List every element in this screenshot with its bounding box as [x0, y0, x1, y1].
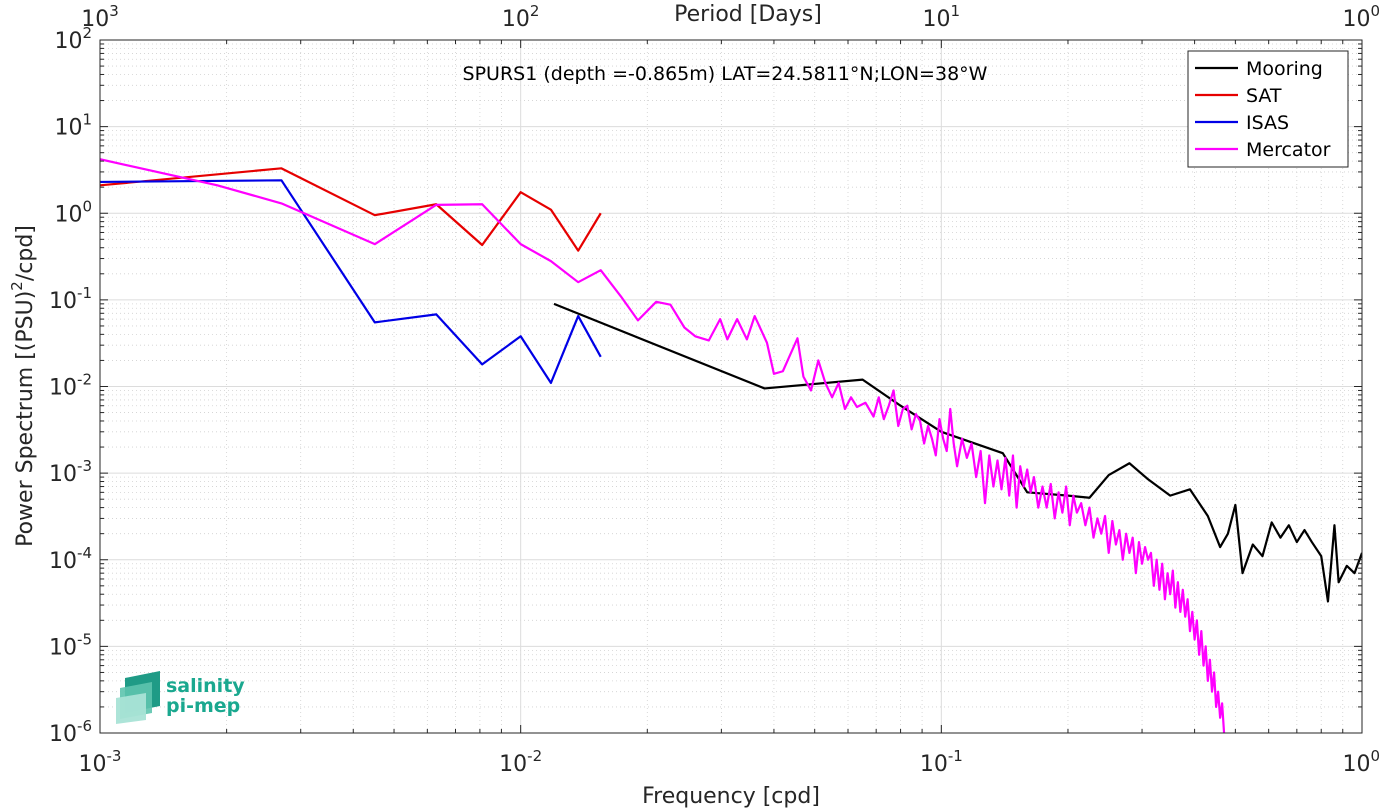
y-tick-label: 101: [54, 111, 92, 141]
chart-title: SPURS1 (depth =-0.865m) LAT=24.5811°N;LO…: [463, 63, 988, 85]
legend-label-mercator: Mercator: [1246, 139, 1331, 161]
logo-text-line2: pi-mep: [166, 695, 240, 717]
y-tick-label: 100: [54, 197, 92, 227]
x-tick-label: 10-2: [499, 747, 542, 777]
x-tick-labels: 10-3 10-2 10-1 100: [79, 747, 1380, 777]
x-axis-label: Frequency [cpd]: [642, 784, 820, 809]
logo-text-line1: salinity: [166, 675, 245, 697]
legend-label-sat: SAT: [1246, 85, 1282, 107]
logo-layer-front: [116, 693, 146, 724]
y-tick-label: 10-1: [49, 284, 92, 314]
x-tick-label: 10-1: [920, 747, 963, 777]
x2-tick-label: 103: [81, 2, 119, 32]
legend-label-mooring: Mooring: [1246, 58, 1323, 80]
y-tick-label: 102: [54, 24, 92, 54]
y-tick-label: 10-4: [49, 544, 92, 574]
y-tick-label: 10-5: [49, 630, 92, 660]
series-line-sat: [100, 167, 602, 252]
x-tick-label: 10-3: [79, 747, 122, 777]
y-tick-labels: 10-6 10-5 10-4 10-3 10-2 10-1 100 101 102: [49, 24, 92, 747]
legend-label-isas: ISAS: [1246, 112, 1289, 134]
x2-axis-label: Period [Days]: [674, 2, 822, 27]
x2-tick-label: 101: [923, 2, 961, 32]
series-line-isas: [100, 179, 602, 385]
y-axis-label: Power Spectrum [(PSU)2/cpd]: [8, 225, 38, 547]
series-line-mercator: [100, 158, 1226, 733]
legend-box: [1187, 50, 1349, 168]
tick-marks: [99, 39, 1363, 734]
series-layer: [100, 158, 1362, 733]
y-tick-label: 10-2: [49, 371, 92, 401]
x2-tick-label: 102: [502, 2, 540, 32]
y-tick-label: 10-6: [49, 717, 92, 747]
salinity-pi-mep-logo: salinity pi-mep: [116, 671, 245, 724]
y-tick-label: 10-3: [49, 457, 92, 487]
x-tick-label: 100: [1342, 747, 1380, 777]
x2-tick-label: 100: [1342, 2, 1380, 32]
legend: Mooring SAT ISAS Mercator: [1187, 50, 1349, 168]
x2-tick-labels: 103 102 101 100: [81, 2, 1380, 32]
